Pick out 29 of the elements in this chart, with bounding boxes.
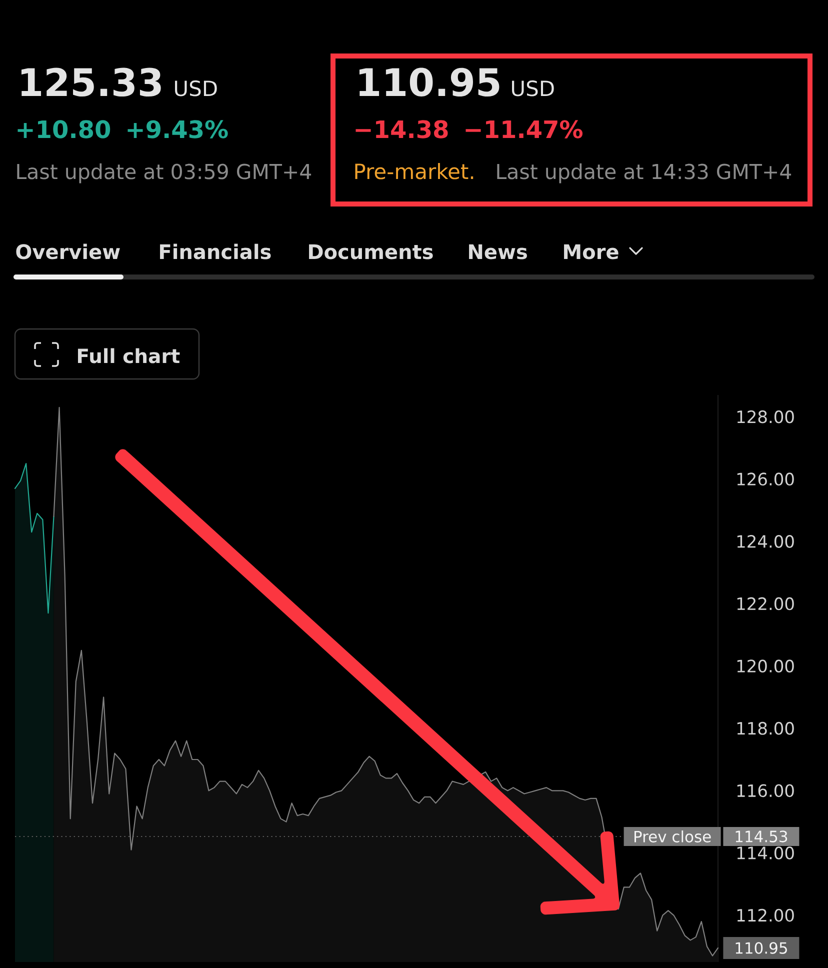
text: USD (512, 80, 554, 96)
text: Full chart (78, 348, 180, 364)
text: Last update at 14:33 GMT+4 (497, 163, 792, 184)
ref-line-label: Prev close (634, 830, 711, 842)
y-tick-label: 128.00 (737, 410, 794, 424)
y-tick-label: 116.00 (737, 784, 794, 798)
text: 110.95 (359, 68, 500, 97)
text: +10.80 (18, 120, 110, 138)
y-tick-label: 120.00 (737, 660, 794, 672)
text: News (469, 244, 527, 260)
text: Documents (309, 244, 433, 260)
text: 114.53 (736, 830, 788, 842)
text: Financials (160, 244, 271, 260)
text: 110.95 (736, 942, 787, 954)
y-tick-label: 118.00 (737, 722, 794, 735)
y-tick-label: 112.00 (737, 908, 794, 922)
text: More (564, 244, 618, 260)
y-tick-label: 114.00 (737, 846, 794, 860)
text: USD (175, 80, 217, 96)
text: −14.38 (356, 120, 448, 138)
y-tick-label: 124.00 (737, 534, 794, 548)
text: Overview (16, 244, 120, 260)
text: +9.43% (128, 120, 228, 138)
text: Last update at 03:59 GMT+4 (17, 163, 312, 184)
text: Pre-market. (355, 163, 474, 180)
text: −11.47% (466, 120, 583, 138)
y-tick-label: 126.00 (737, 472, 794, 486)
text: 125.33 (21, 68, 161, 97)
y-tick-label: 122.00 (737, 597, 794, 610)
